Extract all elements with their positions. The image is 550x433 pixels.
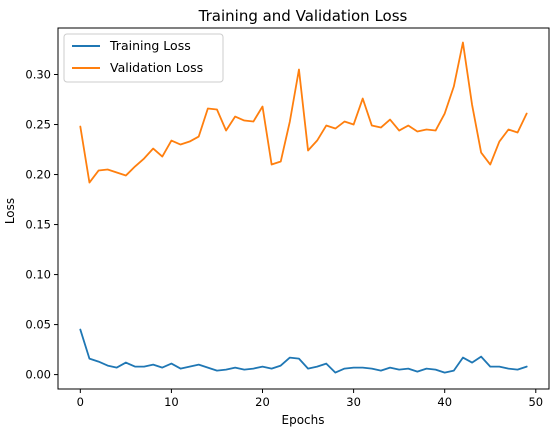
series-layer — [79, 41, 528, 374]
x-tick-label: 30 — [346, 395, 361, 409]
y-tick-label: 0.30 — [25, 68, 51, 82]
series-line-training-loss — [79, 328, 528, 374]
ticks-layer: 0 10 20 30 40 50 0.00 0.05 0.10 0.15 0.20 0.25 0.30 — [25, 68, 543, 409]
x-tick-label: 40 — [437, 395, 452, 409]
y-tick-label: 0.15 — [25, 218, 51, 232]
x-tick-label: 20 — [255, 395, 270, 409]
x-tick-label: 0 — [77, 395, 84, 409]
y-tick-label: 0.00 — [25, 368, 51, 382]
legend-label-training: Training Loss — [109, 38, 191, 53]
plot-frame — [57, 27, 550, 390]
legend-label-validation: Validation Loss — [110, 60, 203, 75]
y-tick-label: 0.20 — [25, 168, 51, 182]
x-axis-label: Epochs — [282, 413, 325, 427]
y-tick-label: 0.10 — [25, 268, 51, 282]
chart-title: Training and Validation Loss — [198, 7, 408, 25]
x-tick-label: 50 — [528, 395, 543, 409]
y-tick-label: 0.05 — [25, 318, 51, 332]
series-line-validation-loss — [79, 41, 528, 184]
y-tick-label: 0.25 — [25, 118, 51, 132]
legend-box — [63, 33, 224, 83]
legend: Training Loss Validation Loss — [63, 33, 224, 83]
x-tick-label: 10 — [164, 395, 179, 409]
y-axis-label: Loss — [3, 198, 17, 224]
